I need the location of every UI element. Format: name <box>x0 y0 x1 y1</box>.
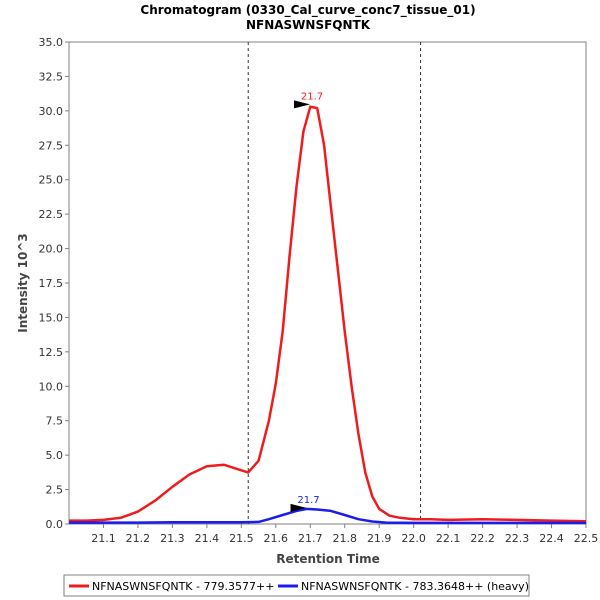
x-tick-label: 21.5 <box>229 532 254 545</box>
x-tick-label: 21.7 <box>298 532 323 545</box>
y-tick-label: 35.0 <box>39 36 64 49</box>
legend: NFNASWNSFQNTK - 779.3577++ NFNASWNSFQNTK… <box>63 574 530 597</box>
x-tick-label: 22.2 <box>470 532 495 545</box>
y-tick-label: 10.0 <box>39 380 64 393</box>
series-line-0 <box>69 105 587 523</box>
y-axis: 0.0 2.5 5.0 7.5 10.0 12.5 15.0 17.5 20.0 22.5 25.0… <box>39 36 69 531</box>
x-tick-label: 21.4 <box>195 532 220 545</box>
plot-area <box>68 41 587 525</box>
x-tick-label: 21.3 <box>160 532 185 545</box>
y-tick-label: 27.5 <box>39 139 64 152</box>
x-tick-label: 21.2 <box>126 532 151 545</box>
legend-label-light: NFNASWNSFQNTK - 779.3577++ <box>92 580 274 593</box>
x-tick-label: 22.0 <box>401 532 426 545</box>
y-tick-label: 5.0 <box>46 449 64 462</box>
peak-label-1: 21.7 <box>297 495 319 506</box>
peak-marker-1 <box>290 503 307 512</box>
x-tick-label: 21.1 <box>91 532 116 545</box>
legend-label-heavy: NFNASWNSFQNTK - 783.3648++ (heavy) <box>301 580 529 593</box>
peak-label-0: 21.7 <box>301 91 323 102</box>
y-tick-label: 7.5 <box>46 415 64 428</box>
chart-subtitle: NFNASWNSFQNTK <box>246 18 371 32</box>
y-tick-label: 25.0 <box>39 174 64 187</box>
x-tick-label: 22.4 <box>539 532 564 545</box>
x-tick-label: 21.8 <box>332 532 357 545</box>
y-tick-label: 22.5 <box>39 208 64 221</box>
y-axis-label: Intensity 10^3 <box>16 233 30 333</box>
y-tick-label: 20.0 <box>39 243 64 256</box>
y-tick-label: 32.5 <box>39 70 64 83</box>
y-tick-label: 15.0 <box>39 311 64 324</box>
y-tick-label: 2.5 <box>46 484 64 497</box>
y-tick-label: 12.5 <box>39 346 64 359</box>
chart-title: Chromatogram (0330_Cal_curve_conc7_tissu… <box>140 3 475 18</box>
y-tick-label: 30.0 <box>39 105 64 118</box>
x-tick-label: 22.3 <box>505 532 530 545</box>
peak-labels: 21.7 21.7 <box>290 91 323 512</box>
series-group <box>69 105 587 525</box>
integration-boundaries <box>247 42 422 524</box>
x-tick-label: 22.1 <box>436 532 461 545</box>
x-tick-label: 21.9 <box>367 532 392 545</box>
x-tick-label: 22.5 <box>574 532 599 545</box>
series-line-1 <box>69 507 586 525</box>
y-tick-label: 0.0 <box>46 518 64 531</box>
x-axis-label: Retention Time <box>276 552 380 566</box>
y-tick-label: 17.5 <box>39 277 64 290</box>
peak-marker-0 <box>293 100 310 109</box>
x-axis: 21.1 21.2 21.3 21.4 21.5 21.6 21.7 21.8 21.9 22.0… <box>91 524 598 545</box>
x-tick-label: 21.6 <box>264 532 289 545</box>
